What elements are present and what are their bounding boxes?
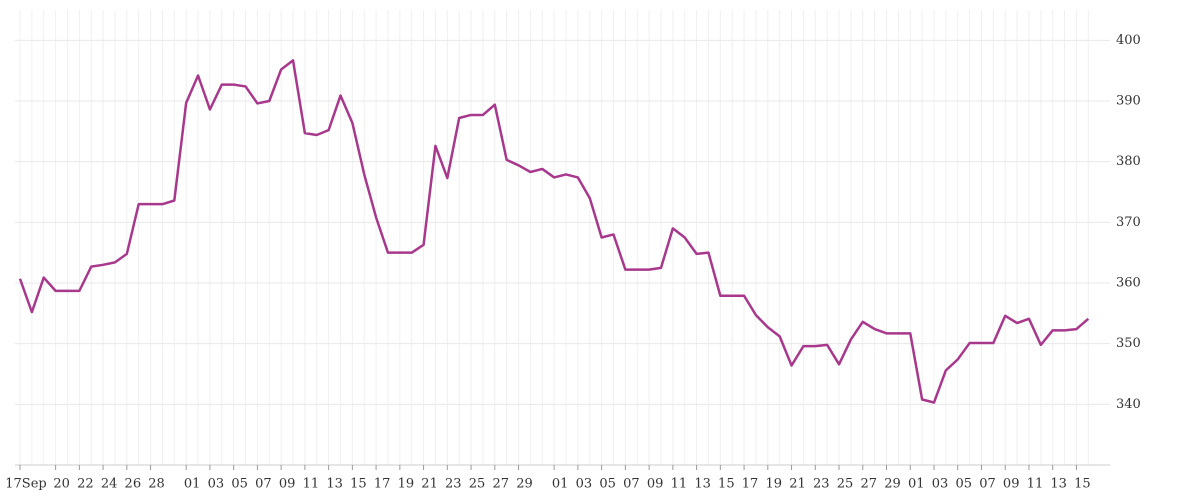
x-tick-label: 21 bbox=[789, 477, 806, 492]
x-tick-label: 15 bbox=[350, 477, 367, 492]
x-tick-label: 01 bbox=[908, 477, 925, 492]
x-tick-label: 23 bbox=[445, 477, 462, 492]
x-tick-label: 11 bbox=[1027, 477, 1044, 492]
x-tick-label: 21 bbox=[421, 477, 438, 492]
x-tick-label: 13 bbox=[1050, 477, 1067, 492]
x-tick-label: 25 bbox=[837, 477, 854, 492]
x-tick-label: 19 bbox=[766, 477, 783, 492]
x-tick-label: 29 bbox=[884, 477, 901, 492]
x-tick-label: 23 bbox=[813, 477, 830, 492]
x-tick-label: 15 bbox=[1074, 477, 1091, 492]
x-tick-label: 03 bbox=[932, 477, 949, 492]
x-tick-label: 25 bbox=[469, 477, 486, 492]
y-tick-label: 360 bbox=[1116, 276, 1141, 291]
x-tick-label: 13 bbox=[326, 477, 343, 492]
x-tick-label: 09 bbox=[279, 477, 296, 492]
y-tick-label: 390 bbox=[1116, 94, 1141, 109]
x-tick-label: 15 bbox=[718, 477, 735, 492]
x-tick-label: 26 bbox=[125, 477, 142, 492]
x-tick-label: 07 bbox=[623, 477, 640, 492]
x-tick-label: 01 bbox=[552, 477, 569, 492]
x-tick-label: 05 bbox=[231, 477, 248, 492]
series-line bbox=[18, 59, 1090, 404]
x-tick-label: 05 bbox=[955, 477, 972, 492]
x-tick-label: 07 bbox=[255, 477, 272, 492]
x-tick-label: 27 bbox=[860, 477, 877, 492]
x-tick-label: 17 bbox=[374, 477, 391, 492]
x-tick-label: 09 bbox=[1003, 477, 1020, 492]
x-tick-label: 29 bbox=[516, 477, 533, 492]
x-tick-label: 28 bbox=[148, 477, 165, 492]
y-tick-label: 350 bbox=[1116, 336, 1141, 351]
x-tick-label: 19 bbox=[398, 477, 415, 492]
x-tick-label: 13 bbox=[694, 477, 711, 492]
x-tick-label: 01 bbox=[184, 477, 201, 492]
x-tick-label: 05 bbox=[599, 477, 616, 492]
x-tick-label: 17Sep bbox=[5, 477, 46, 492]
y-tick-label: 400 bbox=[1116, 33, 1141, 48]
x-tick-label: 20 bbox=[53, 477, 70, 492]
y-tick-label: 380 bbox=[1116, 154, 1141, 169]
x-tick-label: 24 bbox=[101, 477, 118, 492]
x-tick-label: 03 bbox=[208, 477, 225, 492]
x-tick-label: 17 bbox=[742, 477, 759, 492]
x-tick-label: 03 bbox=[576, 477, 593, 492]
x-tick-label: 11 bbox=[303, 477, 320, 492]
y-tick-label: 340 bbox=[1116, 397, 1141, 412]
x-tick-label: 09 bbox=[647, 477, 664, 492]
x-tick-label: 27 bbox=[493, 477, 510, 492]
x-tick-label: 11 bbox=[671, 477, 688, 492]
x-tick-label: 22 bbox=[77, 477, 94, 492]
x-tick-label: 07 bbox=[979, 477, 996, 492]
y-tick-label: 370 bbox=[1116, 215, 1141, 230]
